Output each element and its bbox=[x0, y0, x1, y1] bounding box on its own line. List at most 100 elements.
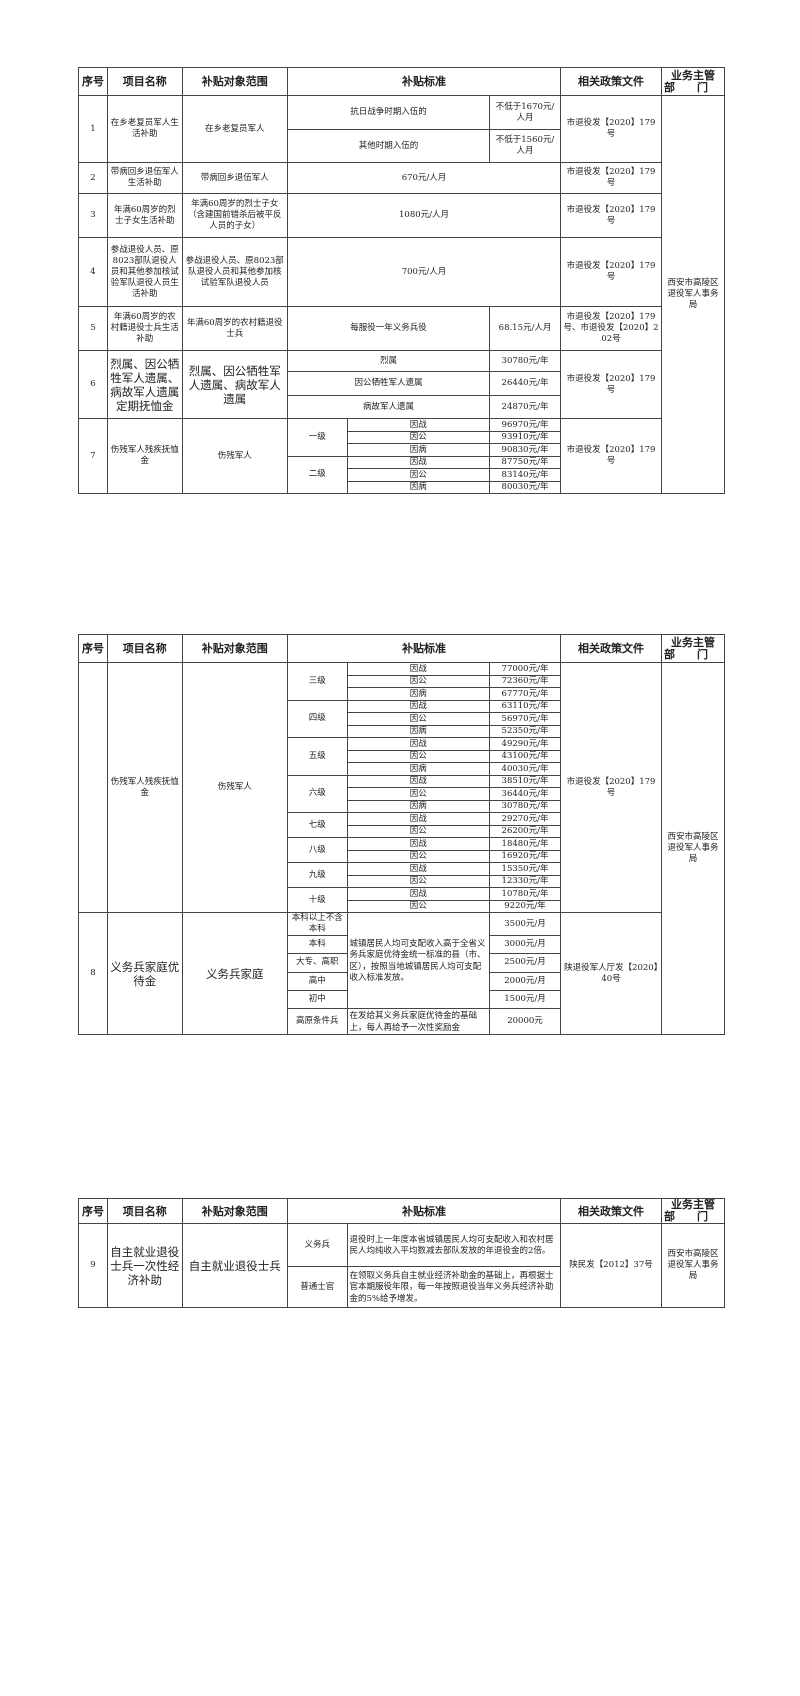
subsidy-table-1: 序号 项目名称 补贴对象范围 补贴标准 相关政策文件 业务主管部 门 1 在乡老复员军人生活补… bbox=[78, 67, 726, 494]
item-seq: 2 bbox=[78, 162, 108, 194]
item-seq: 1 bbox=[78, 95, 108, 163]
item-scope: 烈属、因公牺牲军人遗属、病故军人遗属 bbox=[181, 350, 288, 419]
disability-cause: 因战 bbox=[346, 812, 490, 826]
standard-value: 1080元/人月 bbox=[286, 193, 562, 238]
standard-value: 1500元/月 bbox=[488, 989, 562, 1010]
standard-value: 2500元/月 bbox=[488, 953, 562, 973]
standard-value: 90830元/年 bbox=[488, 443, 562, 457]
item-seq: 3 bbox=[78, 193, 108, 238]
item-name: 在乡老复员军人生活补助 bbox=[107, 95, 183, 163]
standard-label: 烈属 bbox=[287, 350, 490, 372]
standard-value: 67770元/年 bbox=[488, 687, 562, 701]
standard-value: 3500元/月 bbox=[488, 912, 562, 936]
education-tier: 本科以上不含本科 bbox=[287, 912, 348, 936]
table-row: 其他时期入伍的 不低于1560元/人月 bbox=[79, 129, 725, 163]
item-seq: 7 bbox=[78, 418, 108, 494]
disability-level: 二级 bbox=[287, 455, 348, 494]
standard-value: 16920元/年 bbox=[488, 849, 562, 863]
header-dept-line1: 业务主管 bbox=[671, 635, 716, 649]
standard-value: 49290元/年 bbox=[488, 737, 562, 751]
header-dept-line2: 部 门 bbox=[664, 647, 709, 661]
header-scope: 补贴对象范围 bbox=[181, 634, 288, 663]
item-name: 烈属、因公牺牲军人遗属、病故军人遗属定期抚恤金 bbox=[107, 350, 183, 419]
standard-value: 不低于1560元/人月 bbox=[488, 129, 562, 163]
standard-value: 83140元/年 bbox=[488, 468, 562, 482]
header-scope: 补贴对象范围 bbox=[181, 1198, 288, 1224]
policy-document: 市退役发【2020】179号 bbox=[560, 95, 663, 163]
standard-value: 72360元/年 bbox=[488, 674, 562, 688]
standard-value: 9220元/年 bbox=[488, 899, 562, 913]
disability-cause: 因病 bbox=[346, 480, 490, 494]
item-scope: 年满60周岁的农村籍退役士兵 bbox=[181, 306, 288, 351]
table-row: 1 在乡老复员军人生活补助 在乡老复员军人 抗日战争时期入伍的 不低于1670元/人月市… bbox=[78, 95, 726, 494]
item-seq: 4 bbox=[78, 237, 108, 307]
header-name: 项目名称 bbox=[107, 67, 183, 96]
table-row: 9 自主就业退役士兵一次性经济补助 自主就业退役士兵 义务兵 退役时上一年度本省城镇居民… bbox=[78, 1223, 726, 1308]
soldier-type: 义务兵 bbox=[287, 1223, 348, 1267]
standard-label: 因公牺牲军人遗属 bbox=[287, 371, 490, 396]
education-tier: 高原条件兵 bbox=[287, 1008, 348, 1036]
education-tier: 初中 bbox=[287, 989, 348, 1010]
standard-value: 670元/人月 bbox=[286, 162, 562, 194]
standard-value: 3000元/月 bbox=[488, 934, 562, 955]
disability-cause: 因病 bbox=[346, 443, 490, 457]
standard-value: 63110元/年 bbox=[488, 699, 562, 713]
disability-cause: 因公 bbox=[346, 787, 490, 801]
item-name: 参战退役人员、原8023部队退役人员和其他参加核试验军队退役人员生活补助 bbox=[107, 237, 183, 307]
header-dept-line2: 部 门 bbox=[664, 1210, 709, 1223]
policy-document: 市退役发【2020】179号、市退役发【2020】202号 bbox=[560, 306, 663, 351]
standard-value: 700元/人月 bbox=[286, 237, 562, 307]
standard-value: 30780元/年 bbox=[488, 350, 562, 372]
table-header-row: 序号 项目名称 补贴对象范围 补贴标准 相关政策文件 业务主管部 门 bbox=[78, 67, 726, 96]
table-row: 3 年满60周岁的烈士子女生活补助 年满60周岁的烈士子女（含建国前错杀后被平反人员… bbox=[78, 193, 725, 238]
item-seq: 6 bbox=[78, 350, 108, 419]
item-seq: 5 bbox=[78, 306, 108, 351]
item-scope: 参战退役人员、原8023部队退役人员和其他参加核试验军队退役人员 bbox=[181, 237, 288, 307]
header-dept: 业务主管部 门 bbox=[661, 67, 726, 96]
header-seq: 序号 bbox=[78, 67, 108, 96]
item-seq: 9 bbox=[78, 1223, 108, 1308]
standard-value: 不低于1670元/人月 bbox=[488, 95, 562, 130]
item-scope: 义务兵家庭 bbox=[181, 911, 288, 1036]
header-name: 项目名称 bbox=[107, 1198, 183, 1224]
header-policy: 相关政策文件 bbox=[560, 1198, 663, 1224]
table-row: 高原条件兵 在发给其义务兵家庭优待金的基础上，每人再给予一次性奖励金 20000元 bbox=[79, 1008, 725, 1036]
table-row: 九级 因战 15350元/年 bbox=[79, 862, 725, 888]
disability-cause: 因战 bbox=[346, 418, 490, 432]
header-dept: 业务主管部 门 bbox=[661, 1198, 726, 1224]
item-name: 年满60周岁的农村籍退役士兵生活补助 bbox=[107, 306, 183, 351]
item-scope: 自主就业退役士兵 bbox=[181, 1223, 288, 1308]
department: 西安市高陵区退役军人事务局 bbox=[661, 661, 726, 1036]
table-row: 因公 93910元/年 bbox=[79, 430, 725, 444]
item-seq bbox=[78, 662, 108, 913]
standard-value: 20000元 bbox=[488, 1008, 562, 1036]
header-standard: 补贴标准 bbox=[286, 1198, 562, 1224]
policy-document: 陕退役军人厅发【2020】40号 bbox=[560, 911, 663, 1036]
table-row: 因病 80030元/年 bbox=[79, 480, 725, 494]
disability-cause: 因公 bbox=[346, 899, 490, 913]
table-row: 高中 2000元/月 bbox=[79, 971, 725, 991]
policy-document: 市退役发【2020】179号 bbox=[560, 237, 663, 307]
standard-value: 26440元/年 bbox=[488, 371, 562, 396]
item-name: 自主就业退役士兵一次性经济补助 bbox=[107, 1223, 183, 1308]
table-row: 病故军人遗属 24870元/年 bbox=[79, 395, 725, 419]
item-scope: 年满60周岁的烈士子女（含建国前错杀后被平反人员的子女） bbox=[181, 193, 288, 238]
item-seq: 8 bbox=[78, 911, 108, 1036]
table-row: 8 义务兵家庭优待金 义务兵家庭 本科以上不含本科 城镇居民人均可支配收入高于全省义务兵… bbox=[78, 911, 725, 1036]
disability-cause: 因战 bbox=[346, 862, 490, 876]
disability-cause: 因战 bbox=[346, 774, 490, 788]
standard-value: 80030元/年 bbox=[488, 480, 562, 494]
disability-cause: 因战 bbox=[346, 699, 490, 713]
standard-value: 68.15元/人月 bbox=[488, 306, 562, 351]
table-row: 二级 因战 87750元/年 bbox=[79, 455, 725, 494]
department: 西安市高陵区退役军人事务局 bbox=[661, 95, 726, 494]
disability-cause: 因公 bbox=[346, 674, 490, 688]
item-scope: 带病回乡退伍军人 bbox=[181, 162, 288, 194]
standard-value: 40030元/年 bbox=[488, 762, 562, 776]
item-name: 伤残军人残疾抚恤金 bbox=[107, 662, 183, 913]
standard-value: 24870元/年 bbox=[488, 395, 562, 419]
disability-cause: 因公 bbox=[346, 824, 490, 838]
standard-description: 在领取义务兵自主就业经济补助金的基础上，再根据士官本期服役年限，每一年按照退役当… bbox=[346, 1266, 562, 1308]
disability-cause: 因战 bbox=[346, 455, 490, 469]
header-policy: 相关政策文件 bbox=[560, 634, 663, 663]
